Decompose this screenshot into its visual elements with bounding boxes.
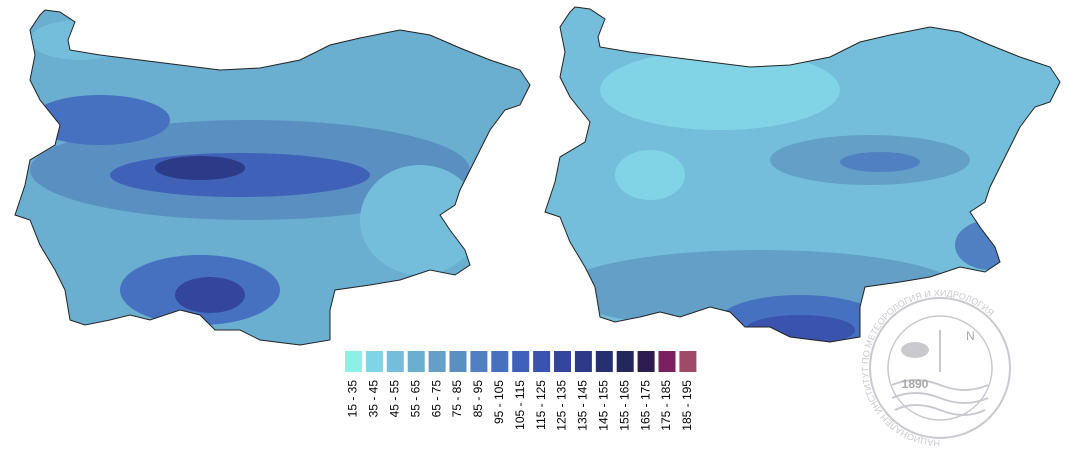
logo-cloud [901,342,929,358]
logo-ring-path: НАЦИОНАЛЕН ИНСТИТУТ ПО МЕТЕОРОЛОГИЯ И ХИ… [860,288,996,448]
legend-swatch [658,351,676,372]
logo-inner [887,315,993,421]
logo-ring [869,297,1011,439]
legend-label: 45 - 55 [387,380,401,418]
map-left [14,9,531,346]
legend-label: 185 - 195 [680,380,694,431]
legend-swatch [491,351,509,372]
legend-label: 85 - 95 [471,380,485,418]
logo-year: 1890 [902,377,929,391]
legend-swatch [637,351,655,372]
legend-swatch [616,351,634,372]
legend-label: 35 - 45 [367,380,381,418]
legend-swatch [428,351,446,372]
legend-label: 175 - 185 [659,380,673,431]
legend-label: 115 - 125 [534,380,548,430]
legend-swatch [470,351,488,372]
legend-label: 125 - 135 [555,380,569,431]
map-right [544,6,1061,343]
legend-label: 165 - 175 [638,380,652,431]
logo-waves [891,379,989,416]
legend-label: 155 - 165 [617,380,631,431]
legend-label: 55 - 65 [408,380,422,418]
legend-swatch [449,351,467,372]
legend-label: 65 - 75 [429,380,443,418]
legend-swatch [595,351,613,372]
legend-swatch [679,351,697,372]
legend-swatch [386,351,404,372]
legend-swatch [365,351,383,372]
legend-swatch [512,351,530,372]
legend-swatch [345,351,362,372]
logo: N 1890 НАЦИОНАЛЕН ИНСТИТУТ ПО МЕТЕОРОЛОГ… [860,288,1011,448]
logo-north: N [966,329,975,343]
legend-label: 95 - 105 [492,380,506,424]
legend-swatch [554,351,571,372]
legend-label: 75 - 85 [450,380,464,418]
legend-label: 105 - 115 [513,380,527,430]
logo-ring-text: НАЦИОНАЛЕН ИНСТИТУТ ПО МЕТЕОРОЛОГИЯ И ХИ… [860,288,996,448]
legend: 15 - 35 35 - 45 45 - 55 55 - 65 65 - 75 75 - … [345,351,697,431]
legend-swatch [533,351,551,372]
legend-label: 135 - 145 [576,380,590,431]
legend-label: 15 - 35 [346,380,360,418]
legend-swatch [574,351,592,372]
legend-label: 145 - 155 [596,380,610,431]
legend-swatch [407,351,425,372]
